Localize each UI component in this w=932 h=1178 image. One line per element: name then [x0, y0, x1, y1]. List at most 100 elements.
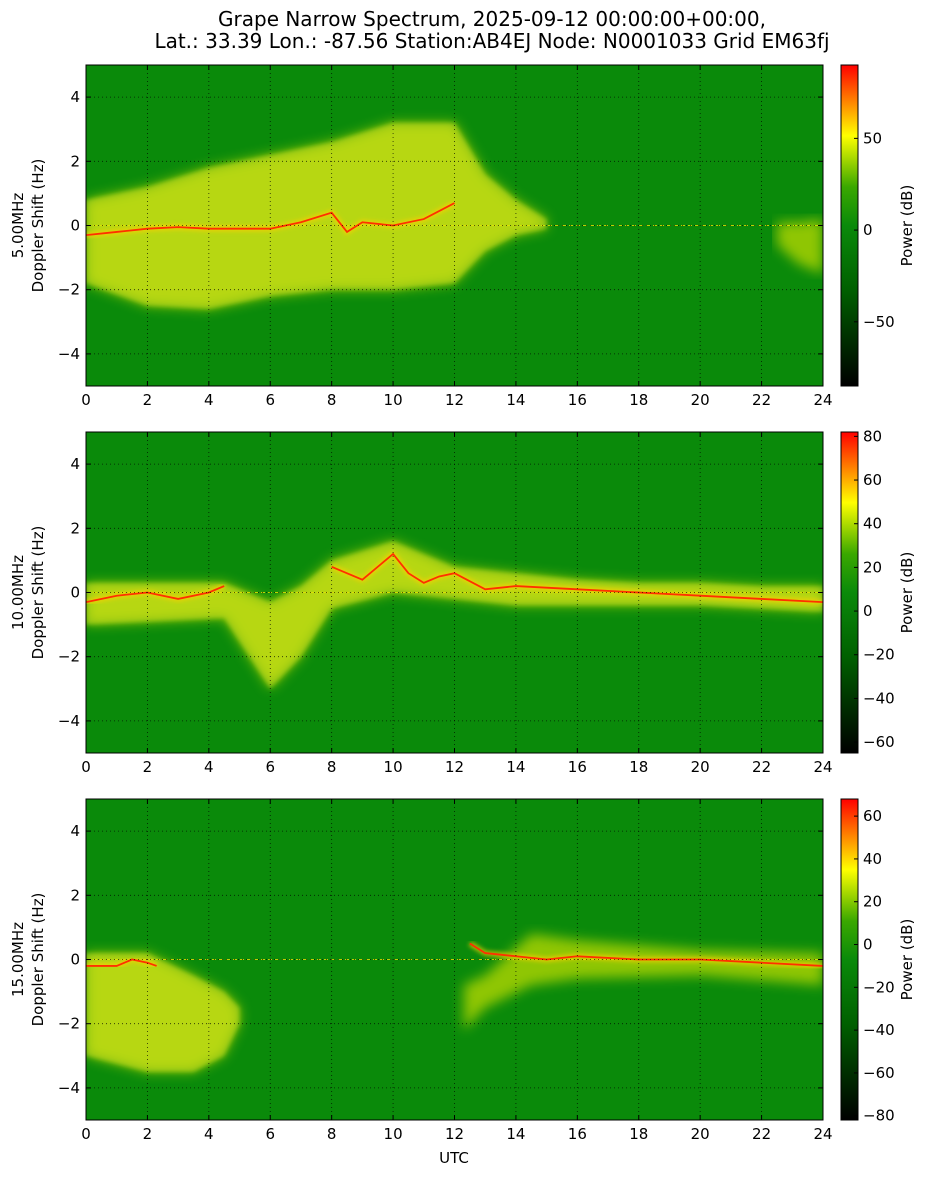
x-tick-label: 20	[691, 758, 710, 776]
y-axis-label: Doppler Shift (Hz)	[29, 526, 47, 660]
colorbar: −80 −60 −40 −20 0 20 40 60 Power (dB)	[840, 798, 916, 1125]
doppler-trace-secondary	[331, 552, 823, 604]
x-tick-label: 8	[327, 391, 337, 409]
colorbar-label: Power (dB)	[898, 552, 916, 634]
x-tick-label: 0	[81, 1125, 91, 1143]
x-tick-label: 24	[813, 758, 832, 776]
x-tick-label: 4	[204, 758, 214, 776]
diffuse-doppler-core	[86, 953, 240, 1072]
colorbar-tick-label: 60	[863, 471, 882, 489]
x-tick-label: 0	[81, 758, 91, 776]
colorbar-tick-label: −40	[863, 689, 895, 707]
x-tick-label: 24	[813, 1125, 832, 1143]
x-tick-label: 0	[81, 391, 91, 409]
x-tick-label: 10	[384, 1125, 403, 1143]
colorbar-tick-label: 0	[863, 602, 873, 620]
doppler-trace	[86, 958, 157, 967]
doppler-trace	[86, 585, 225, 604]
x-tick-label: 8	[327, 1125, 337, 1143]
x-tick-label: 18	[629, 391, 648, 409]
x-tick-label: 24	[813, 391, 832, 409]
y-tick-label: 2	[70, 886, 80, 904]
y-tick-label: 2	[70, 519, 80, 537]
colorbar-tick-label: 40	[863, 850, 882, 868]
colorbar-tick-label: 80	[863, 427, 882, 445]
x-tick-label: 2	[143, 391, 153, 409]
colorbar-tick-label: 20	[863, 893, 882, 911]
colorbar-tick-label: 20	[863, 558, 882, 576]
colorbar-gradient	[840, 64, 859, 387]
x-tick-label: 14	[506, 758, 525, 776]
colorbar-tick-label: 0	[863, 221, 873, 239]
doppler-trace-secondary	[469, 942, 823, 967]
x-axis-label: UTC	[439, 1149, 469, 1167]
y-tick-label: −4	[58, 1079, 80, 1097]
colorbar-tick-label: −80	[863, 1107, 895, 1125]
x-tick-label: 18	[629, 1125, 648, 1143]
colorbar-tick-label: 40	[863, 515, 882, 533]
colorbar-tick-label: 0	[863, 936, 873, 954]
x-tick-label: 2	[143, 758, 153, 776]
y-tick-label: 0	[70, 217, 80, 235]
doppler-trace	[86, 202, 455, 237]
y-tick-label: 4	[70, 822, 80, 840]
x-tick-label: 22	[752, 391, 771, 409]
y-axis-label: Doppler Shift (Hz)	[29, 893, 47, 1027]
colorbar-tick-label: −40	[863, 1021, 895, 1039]
figure-title-line-2: Lat.: 33.39 Lon.: -87.56 Station:AB4EJ N…	[154, 29, 829, 53]
secondary-doppler-band	[776, 219, 823, 274]
x-tick-label: 2	[143, 1125, 153, 1143]
x-tick-label: 12	[445, 391, 464, 409]
x-tick-label: 16	[568, 391, 587, 409]
y-tick-label: 4	[70, 88, 80, 106]
x-tick-label: 18	[629, 758, 648, 776]
y-tick-label: −4	[58, 712, 80, 730]
x-tick-label: 6	[265, 1125, 275, 1143]
y-tick-label: 2	[70, 152, 80, 170]
x-tick-label: 22	[752, 1125, 771, 1143]
y-tick-label: 0	[70, 584, 80, 602]
colorbar-label: Power (dB)	[898, 185, 916, 267]
colorbar-tick-label: −50	[863, 313, 895, 331]
x-tick-label: 8	[327, 758, 337, 776]
y-tick-label: 4	[70, 455, 80, 473]
colorbar-tick-label: −20	[863, 646, 895, 664]
colorbar-tick-label: −20	[863, 978, 895, 996]
y-tick-label: −2	[58, 648, 80, 666]
x-tick-label: 10	[384, 391, 403, 409]
y-tick-label: −2	[58, 1015, 80, 1033]
frequency-label: 15.00MHz	[9, 922, 27, 997]
x-tick-label: 14	[506, 391, 525, 409]
x-tick-label: 4	[204, 1125, 214, 1143]
x-tick-label: 22	[752, 758, 771, 776]
colorbar: −60 −40 −20 0 20 40 60 80 Power (dB)	[840, 427, 916, 754]
y-tick-label: −2	[58, 281, 80, 299]
x-tick-label: 4	[204, 391, 214, 409]
colorbar: −50 0 50 Power (dB)	[840, 64, 916, 387]
x-tick-label: 20	[691, 1125, 710, 1143]
colorbar-label: Power (dB)	[898, 919, 916, 1001]
colorbar-gradient	[840, 798, 859, 1121]
frequency-label: 5.00MHz	[9, 193, 27, 259]
y-tick-label: −4	[58, 345, 80, 363]
colorbar-tick-label: 50	[863, 129, 882, 147]
x-tick-label: 10	[384, 758, 403, 776]
x-tick-label: 16	[568, 1125, 587, 1143]
colorbar-tick-label: −60	[863, 1064, 895, 1082]
colorbar-tick-label: −60	[863, 733, 895, 751]
y-tick-label: 0	[70, 951, 80, 969]
figure-title-line-1: Grape Narrow Spectrum, 2025-09-12 00:00:…	[218, 7, 766, 31]
frequency-label: 10.00MHz	[9, 555, 27, 630]
diffuse-doppler-core	[86, 541, 823, 689]
y-axis-label: Doppler Shift (Hz)	[29, 159, 47, 293]
x-tick-label: 12	[445, 1125, 464, 1143]
colorbar-gradient	[840, 431, 859, 754]
x-tick-label: 20	[691, 391, 710, 409]
x-tick-label: 16	[568, 758, 587, 776]
x-tick-label: 12	[445, 758, 464, 776]
x-tick-label: 6	[265, 758, 275, 776]
